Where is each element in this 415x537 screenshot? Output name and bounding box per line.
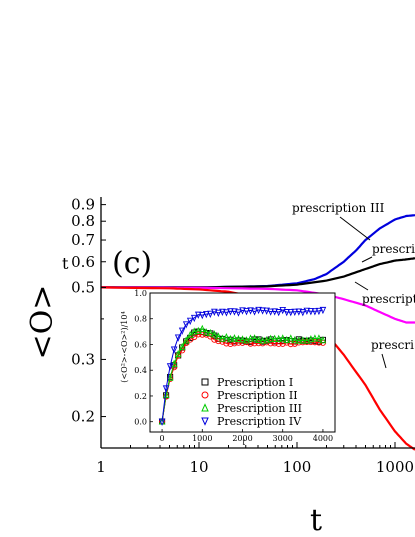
inset-point-prescription-iv xyxy=(243,308,250,316)
inset-y-tick-label: 1.0 xyxy=(134,289,147,298)
main-x-axis-label: t xyxy=(310,503,322,537)
inset-point-prescription-i xyxy=(259,338,266,345)
inset-y-tick-label: 0.2 xyxy=(134,392,147,401)
inset-point-prescription-iii xyxy=(166,373,174,381)
inset-frame xyxy=(149,292,336,433)
panel-label: (c) xyxy=(112,246,152,281)
inset-chart: 0 1000 2000 3000 4000 0.0 0.2 0.4 0.6 0.8 1.0 Pres… xyxy=(120,289,336,447)
legend-label-3: Prescription III xyxy=(217,402,302,415)
annotations: prescription III prescripti prescript pr… xyxy=(292,201,415,369)
inset-point-prescription-iii xyxy=(198,324,206,332)
main-x-tick-label: 1 xyxy=(96,458,106,476)
legend-marker-2 xyxy=(201,391,209,399)
main-y-tick-label: 0.3 xyxy=(71,350,95,368)
legend-marker-4 xyxy=(201,417,209,426)
inset-y-axis-label: (<O²>-<O>²)/10⁴ xyxy=(120,311,129,382)
inset-point-prescription-iv xyxy=(174,334,182,342)
annotation-prescription-i: prescripti xyxy=(372,242,415,256)
inset-point-prescription-iv xyxy=(190,314,198,323)
inset-y-tick-label: 0.4 xyxy=(134,366,147,375)
inset-point-prescription-iv xyxy=(182,321,190,329)
inset-y-tick-label: 0.6 xyxy=(134,340,147,349)
main-y-tick-label: 0.9 xyxy=(71,196,95,214)
inset-point-prescription-iii xyxy=(186,330,194,339)
main-y-tick-label: 0.7 xyxy=(71,231,95,249)
inset-point-prescription-iv xyxy=(251,308,258,316)
main-x-tick-label: 100 xyxy=(283,458,312,476)
annotation-arrow-iii xyxy=(339,216,371,241)
inset-y-axis-label-text: (<O²>-<O>²)/10⁴ xyxy=(120,311,129,382)
main-y-axis-label-sub: t xyxy=(62,254,69,273)
main-y-axis-label: <O> xyxy=(25,285,60,360)
main-x-tick-label: 1000 xyxy=(376,458,414,476)
inset-point-prescription-iii xyxy=(178,342,186,350)
inset-point-prescription-iv xyxy=(235,309,242,317)
legend-marker-3 xyxy=(201,403,209,412)
inset-x-tick-label: 0 xyxy=(160,434,165,443)
legend-label-4: Prescription IV xyxy=(217,415,302,428)
inset-point-prescription-iv xyxy=(186,317,194,325)
inset-ticks: 0 1000 2000 3000 4000 0.0 0.2 0.4 0.6 0.8 1.0 xyxy=(134,289,333,443)
main-x-tick-label: 10 xyxy=(189,458,208,476)
inset-y-tick-label: 0.0 xyxy=(134,418,147,427)
annotation-prescription-iv: prescript xyxy=(362,292,415,306)
inset-x-tick-label: 1000 xyxy=(192,434,212,443)
main-y-tick-label: 0.6 xyxy=(71,253,95,271)
annotation-arrow-iv xyxy=(354,281,369,291)
annotation-arrow-i xyxy=(361,256,373,263)
main-y-tick-label: 0.5 xyxy=(71,278,95,296)
inset-line-prescription-iv xyxy=(161,309,324,422)
inset-points xyxy=(158,306,327,426)
inset-point-prescription-iii xyxy=(182,336,190,344)
series-line-prescription-i xyxy=(101,257,415,289)
legend-label-2: Prescription II xyxy=(217,389,298,402)
legend-marker-1 xyxy=(201,378,209,386)
annotation-prescription-iii: prescription III xyxy=(292,201,385,215)
inset-point-prescription-iii xyxy=(174,349,182,358)
inset-point-prescription-ii xyxy=(207,333,214,340)
main-y-axis-label-text: <O> xyxy=(25,285,60,360)
inset-x-axis-label: t xyxy=(242,438,246,447)
inset-x-tick-label: 4000 xyxy=(313,434,333,443)
inset-line-prescription-iii xyxy=(161,328,324,422)
legend-label-1: Prescription I xyxy=(217,376,293,389)
annotation-prescription-ii: prescri xyxy=(371,338,414,352)
main-y-tick-label: 0.2 xyxy=(71,408,95,426)
inset-point-prescription-iv xyxy=(178,327,186,335)
inset-x-tick-label: 3000 xyxy=(273,434,293,443)
inset-point-prescription-iii xyxy=(223,333,230,341)
inset-point-prescription-iv xyxy=(170,346,178,354)
series-line-prescription-iv xyxy=(100,286,415,324)
main-y-tick-label: 0.8 xyxy=(71,212,95,230)
inset-x-tick-label: 2000 xyxy=(232,434,252,443)
annotation-arrow-ii xyxy=(381,353,387,369)
inset-point-prescription-iii xyxy=(287,334,295,342)
inset-y-tick-label: 0.8 xyxy=(134,315,147,324)
inset-point-prescription-iv xyxy=(166,363,174,371)
inset-point-prescription-iv xyxy=(215,309,222,318)
